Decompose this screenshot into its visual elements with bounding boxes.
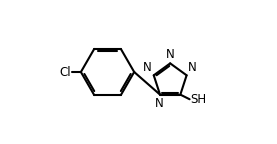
Text: N: N xyxy=(188,61,197,74)
Text: N: N xyxy=(143,61,152,74)
Text: N: N xyxy=(155,97,163,110)
Text: SH: SH xyxy=(190,93,206,106)
Text: N: N xyxy=(166,48,175,61)
Text: Cl: Cl xyxy=(60,66,71,78)
